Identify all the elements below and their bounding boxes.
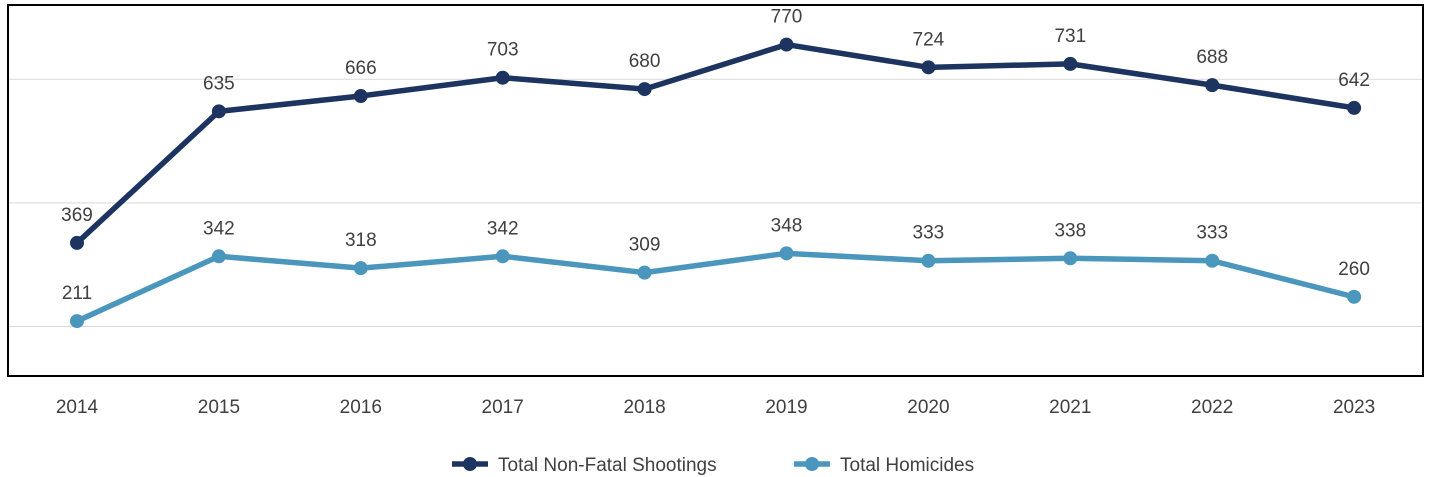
data-point: [637, 265, 652, 280]
series-layer: [70, 37, 1362, 329]
data-label: 260: [1338, 259, 1370, 280]
data-point: [353, 261, 368, 276]
x-tick-label: 2014: [56, 397, 99, 418]
series-non-fatal-shootings: [70, 37, 1362, 250]
data-point: [637, 82, 652, 97]
data-label: 333: [913, 223, 945, 244]
data-point: [211, 249, 226, 264]
data-point: [1347, 289, 1362, 304]
data-point: [779, 37, 794, 52]
data-point: [1347, 100, 1362, 115]
data-label: 680: [629, 51, 661, 72]
legend-label: Total Homicides: [840, 455, 974, 476]
data-point: [921, 60, 936, 75]
data-label: 666: [345, 58, 377, 79]
data-label: 348: [771, 215, 803, 236]
legend-item: Total Homicides: [794, 455, 974, 476]
data-label: 342: [203, 218, 235, 239]
x-axis: 2014 2015 2016 2017 2018 2019 2020 2021 2022 2023: [56, 397, 1375, 418]
series-line: [74, 250, 1357, 324]
data-point: [70, 235, 84, 250]
data-label: 309: [629, 235, 661, 256]
x-tick-label: 2015: [198, 397, 240, 418]
x-tick-label: 2016: [340, 397, 382, 418]
x-tick-label: 2021: [1049, 397, 1091, 418]
data-point: [779, 246, 794, 261]
plot-frame: [7, 4, 1424, 377]
data-label: 688: [1196, 47, 1228, 68]
x-tick-label: 2018: [623, 397, 665, 418]
x-tick-label: 2023: [1333, 397, 1375, 418]
series-line: [74, 41, 1357, 246]
data-point: [1205, 78, 1220, 93]
data-label: 333: [1196, 223, 1228, 244]
data-label: 342: [487, 218, 519, 239]
data-label: 731: [1054, 26, 1086, 47]
x-tick-label: 2020: [907, 397, 949, 418]
legend-marker: [463, 457, 477, 471]
x-tick-label: 2019: [765, 397, 807, 418]
data-label: 338: [1054, 220, 1086, 241]
data-label: 635: [203, 73, 235, 94]
data-point: [211, 104, 226, 119]
x-tick-label: 2022: [1191, 397, 1233, 418]
data-point: [353, 89, 368, 104]
data-label: 369: [61, 205, 93, 226]
series-homicides: [70, 246, 1362, 329]
legend-label: Total Non-Fatal Shootings: [498, 455, 717, 476]
legend: Total Non-Fatal Shootings Total Homicides: [452, 455, 974, 476]
legend-item: Total Non-Fatal Shootings: [452, 455, 717, 476]
data-point: [921, 253, 936, 268]
legend-marker: [805, 457, 819, 471]
data-point: [495, 70, 510, 85]
data-labels: 369 635 666 703 680 770 724 731 688 642 211 342 318 3…: [61, 7, 1370, 305]
data-label: 211: [62, 283, 92, 304]
data-point: [1063, 251, 1078, 266]
x-tick-label: 2017: [482, 397, 524, 418]
data-label: 318: [345, 230, 377, 251]
data-label: 703: [487, 40, 519, 61]
data-label: 642: [1338, 70, 1370, 91]
data-label: 770: [771, 7, 803, 28]
data-point: [495, 249, 510, 264]
data-label: 724: [913, 29, 945, 50]
data-point: [70, 314, 84, 329]
data-point: [1205, 253, 1220, 268]
data-point: [1063, 56, 1078, 71]
